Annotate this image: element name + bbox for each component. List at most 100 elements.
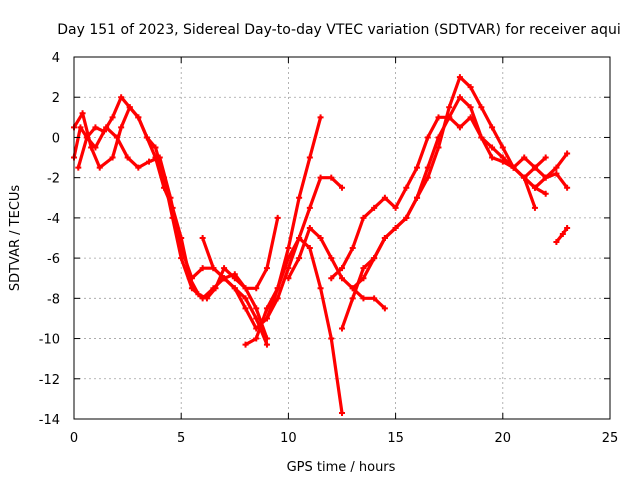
data-point bbox=[392, 204, 399, 211]
data-point bbox=[489, 154, 496, 161]
data-point bbox=[296, 235, 303, 241]
data-point bbox=[109, 114, 116, 121]
data-point bbox=[306, 224, 313, 231]
data-point bbox=[242, 341, 249, 348]
data-point bbox=[456, 124, 463, 131]
data-point bbox=[306, 245, 313, 252]
data-point bbox=[253, 285, 260, 292]
data-point bbox=[79, 110, 86, 117]
x-tick-label: 20 bbox=[495, 431, 512, 446]
data-point bbox=[231, 275, 238, 282]
data-point bbox=[349, 285, 356, 292]
data-point bbox=[178, 235, 185, 241]
data-point bbox=[559, 230, 566, 237]
data-point bbox=[285, 275, 292, 282]
y-tick-label: -12 bbox=[39, 373, 60, 388]
data-point bbox=[152, 144, 159, 151]
data-point bbox=[349, 245, 356, 252]
data-point bbox=[456, 74, 463, 81]
y-tick-label: -8 bbox=[47, 292, 60, 307]
data-point bbox=[456, 94, 463, 101]
data-point bbox=[424, 134, 431, 141]
data-point bbox=[199, 235, 206, 241]
data-point bbox=[360, 214, 367, 221]
data-point bbox=[135, 164, 142, 171]
series-layer bbox=[71, 74, 571, 416]
data-point bbox=[83, 134, 90, 141]
data-series-sat-g bbox=[286, 226, 387, 310]
data-point bbox=[467, 104, 474, 111]
data-point bbox=[446, 104, 453, 111]
data-point bbox=[339, 184, 345, 191]
data-point bbox=[317, 114, 324, 121]
x-tick-label: 0 bbox=[70, 431, 78, 446]
y-tick-label: -10 bbox=[39, 333, 60, 348]
y-tick-label: -4 bbox=[47, 212, 60, 227]
data-point bbox=[296, 255, 303, 262]
data-point bbox=[392, 224, 399, 231]
data-point bbox=[317, 285, 324, 292]
data-point bbox=[339, 265, 345, 272]
grid-layer bbox=[74, 57, 610, 419]
y-tick-label: 2 bbox=[52, 91, 60, 106]
data-point bbox=[296, 194, 303, 201]
data-series-sat-h bbox=[329, 115, 537, 280]
data-point bbox=[253, 335, 260, 342]
data-point bbox=[467, 84, 474, 91]
data-point bbox=[178, 255, 185, 262]
data-point bbox=[242, 285, 249, 292]
data-point bbox=[489, 144, 496, 151]
data-point bbox=[253, 305, 260, 312]
data-point bbox=[92, 124, 99, 131]
data-point bbox=[306, 204, 313, 211]
data-series-sat-d bbox=[201, 236, 344, 415]
data-series-sat-c bbox=[76, 95, 269, 341]
data-series-sat-j bbox=[351, 95, 548, 290]
data-point bbox=[242, 305, 249, 312]
x-axis-label: GPS time / hours bbox=[287, 460, 396, 475]
data-point bbox=[96, 164, 103, 171]
data-point bbox=[328, 335, 335, 342]
data-point bbox=[317, 174, 324, 181]
data-series-sat-a bbox=[72, 125, 269, 347]
data-point bbox=[360, 295, 367, 302]
data-point bbox=[521, 174, 528, 181]
tick-layer: 0 5 10 15 20 25 -14 -12 -10 -8 -6 -4 -2 0 2 4 bbox=[39, 51, 619, 446]
data-point bbox=[242, 295, 249, 302]
data-point bbox=[77, 124, 84, 131]
data-point bbox=[263, 305, 270, 312]
data-point bbox=[274, 295, 281, 302]
data-point bbox=[169, 204, 176, 211]
data-point bbox=[531, 184, 538, 191]
data-point bbox=[339, 409, 345, 416]
data-point bbox=[403, 214, 410, 221]
data-point bbox=[478, 104, 485, 111]
data-point bbox=[263, 265, 270, 272]
data-point bbox=[285, 265, 292, 272]
data-point bbox=[381, 235, 388, 241]
data-point bbox=[403, 184, 410, 191]
data-point bbox=[221, 275, 228, 282]
y-tick-label: 4 bbox=[52, 51, 60, 66]
y-tick-label: -6 bbox=[47, 252, 60, 267]
data-point bbox=[564, 224, 571, 231]
data-point bbox=[414, 164, 421, 171]
data-point bbox=[75, 164, 82, 171]
data-point bbox=[317, 235, 324, 241]
data-point bbox=[339, 325, 345, 332]
data-point bbox=[118, 124, 125, 131]
data-point bbox=[360, 265, 367, 272]
data-point bbox=[542, 190, 549, 197]
data-point bbox=[564, 150, 571, 157]
data-point bbox=[553, 239, 560, 246]
data-point bbox=[212, 285, 219, 292]
data-point bbox=[263, 315, 270, 322]
plot-frame bbox=[73, 56, 611, 420]
data-point bbox=[88, 144, 95, 151]
data-point bbox=[435, 114, 442, 121]
data-point bbox=[135, 114, 142, 121]
data-point bbox=[263, 335, 270, 342]
data-point bbox=[435, 134, 442, 141]
data-point bbox=[381, 194, 388, 201]
data-point bbox=[531, 164, 538, 171]
